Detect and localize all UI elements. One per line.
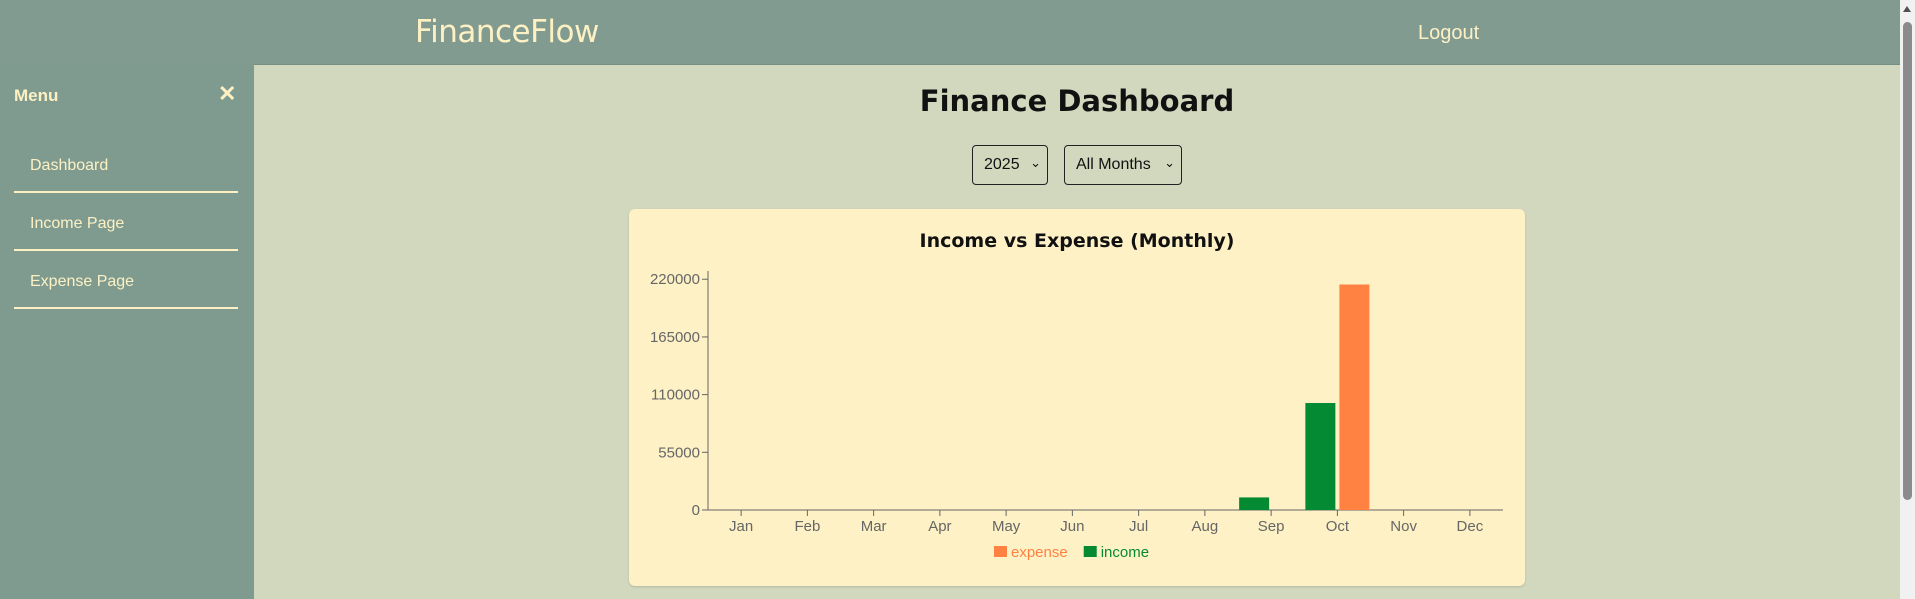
x-tick-label: Aug: [1192, 518, 1219, 535]
x-tick-label: May: [992, 518, 1021, 535]
y-tick-label: 110000: [651, 387, 700, 404]
y-tick-label: 0: [692, 502, 700, 519]
chevron-down-icon: ⌄: [1030, 155, 1041, 170]
bar-expense-oct: [1339, 284, 1370, 510]
x-tick-label: Sep: [1258, 518, 1285, 535]
x-tick-label: Mar: [861, 518, 887, 535]
year-select-value: 2025: [984, 156, 1020, 173]
x-tick-label: Apr: [928, 518, 951, 535]
scroll-up-arrow-icon[interactable]: [1903, 6, 1911, 12]
x-tick-label: Feb: [794, 518, 820, 535]
income-expense-chart-card: Income vs Expense (Monthly) 0 55000 110000…: [629, 209, 1525, 586]
legend-label-income: income: [1101, 544, 1149, 561]
sidebar-item-label: Dashboard: [30, 157, 109, 174]
menu-title: Menu: [14, 86, 59, 105]
logout-button[interactable]: Logout: [1418, 22, 1480, 44]
sidebar-item-dashboard[interactable]: Dashboard: [14, 134, 238, 193]
y-tick-label: 55000: [658, 444, 700, 461]
x-tick-label: Jan: [729, 518, 753, 535]
x-tick-label: Jul: [1129, 518, 1148, 535]
income-expense-chart: 0 55000 110000 165000 220000 Jan Feb Mar Apr May J…: [650, 271, 1503, 561]
close-icon[interactable]: ✕: [218, 81, 237, 106]
top-navbar: FinanceFlow Logout: [0, 0, 1900, 65]
scroll-thumb[interactable]: [1903, 22, 1912, 500]
y-tick-label: 165000: [650, 329, 700, 346]
chevron-down-icon: ⌄: [1164, 155, 1175, 170]
legend-label-expense: expense: [1011, 544, 1068, 561]
x-tick-label: Dec: [1457, 518, 1484, 535]
sidebar-item-expense[interactable]: Expense Page: [14, 250, 238, 309]
year-select[interactable]: 2025 ⌄: [972, 145, 1048, 185]
month-select[interactable]: All Months ⌄: [1064, 145, 1182, 185]
legend-swatch-income: [1083, 546, 1097, 557]
brand-logo[interactable]: FinanceFlow: [415, 14, 599, 50]
bar-income-oct: [1305, 403, 1336, 510]
legend-swatch-expense: [994, 546, 1007, 557]
y-tick-label: 220000: [650, 271, 700, 288]
sidebar: Menu ✕ Dashboard Income Page Expense Pag…: [0, 64, 254, 599]
x-tick-label: Oct: [1326, 518, 1350, 535]
sidebar-item-income[interactable]: Income Page: [14, 192, 238, 251]
page-title: Finance Dashboard: [919, 84, 1235, 118]
chart-title: Income vs Expense (Monthly): [919, 230, 1235, 252]
sidebar-item-label: Expense Page: [30, 273, 135, 290]
x-tick-label: Nov: [1390, 518, 1417, 535]
bar-income-sep: [1239, 497, 1270, 510]
x-tick-label: Jun: [1060, 518, 1084, 535]
sidebar-item-label: Income Page: [30, 215, 125, 232]
page-scrollbar[interactable]: [1900, 0, 1915, 599]
month-select-value: All Months: [1076, 156, 1151, 173]
